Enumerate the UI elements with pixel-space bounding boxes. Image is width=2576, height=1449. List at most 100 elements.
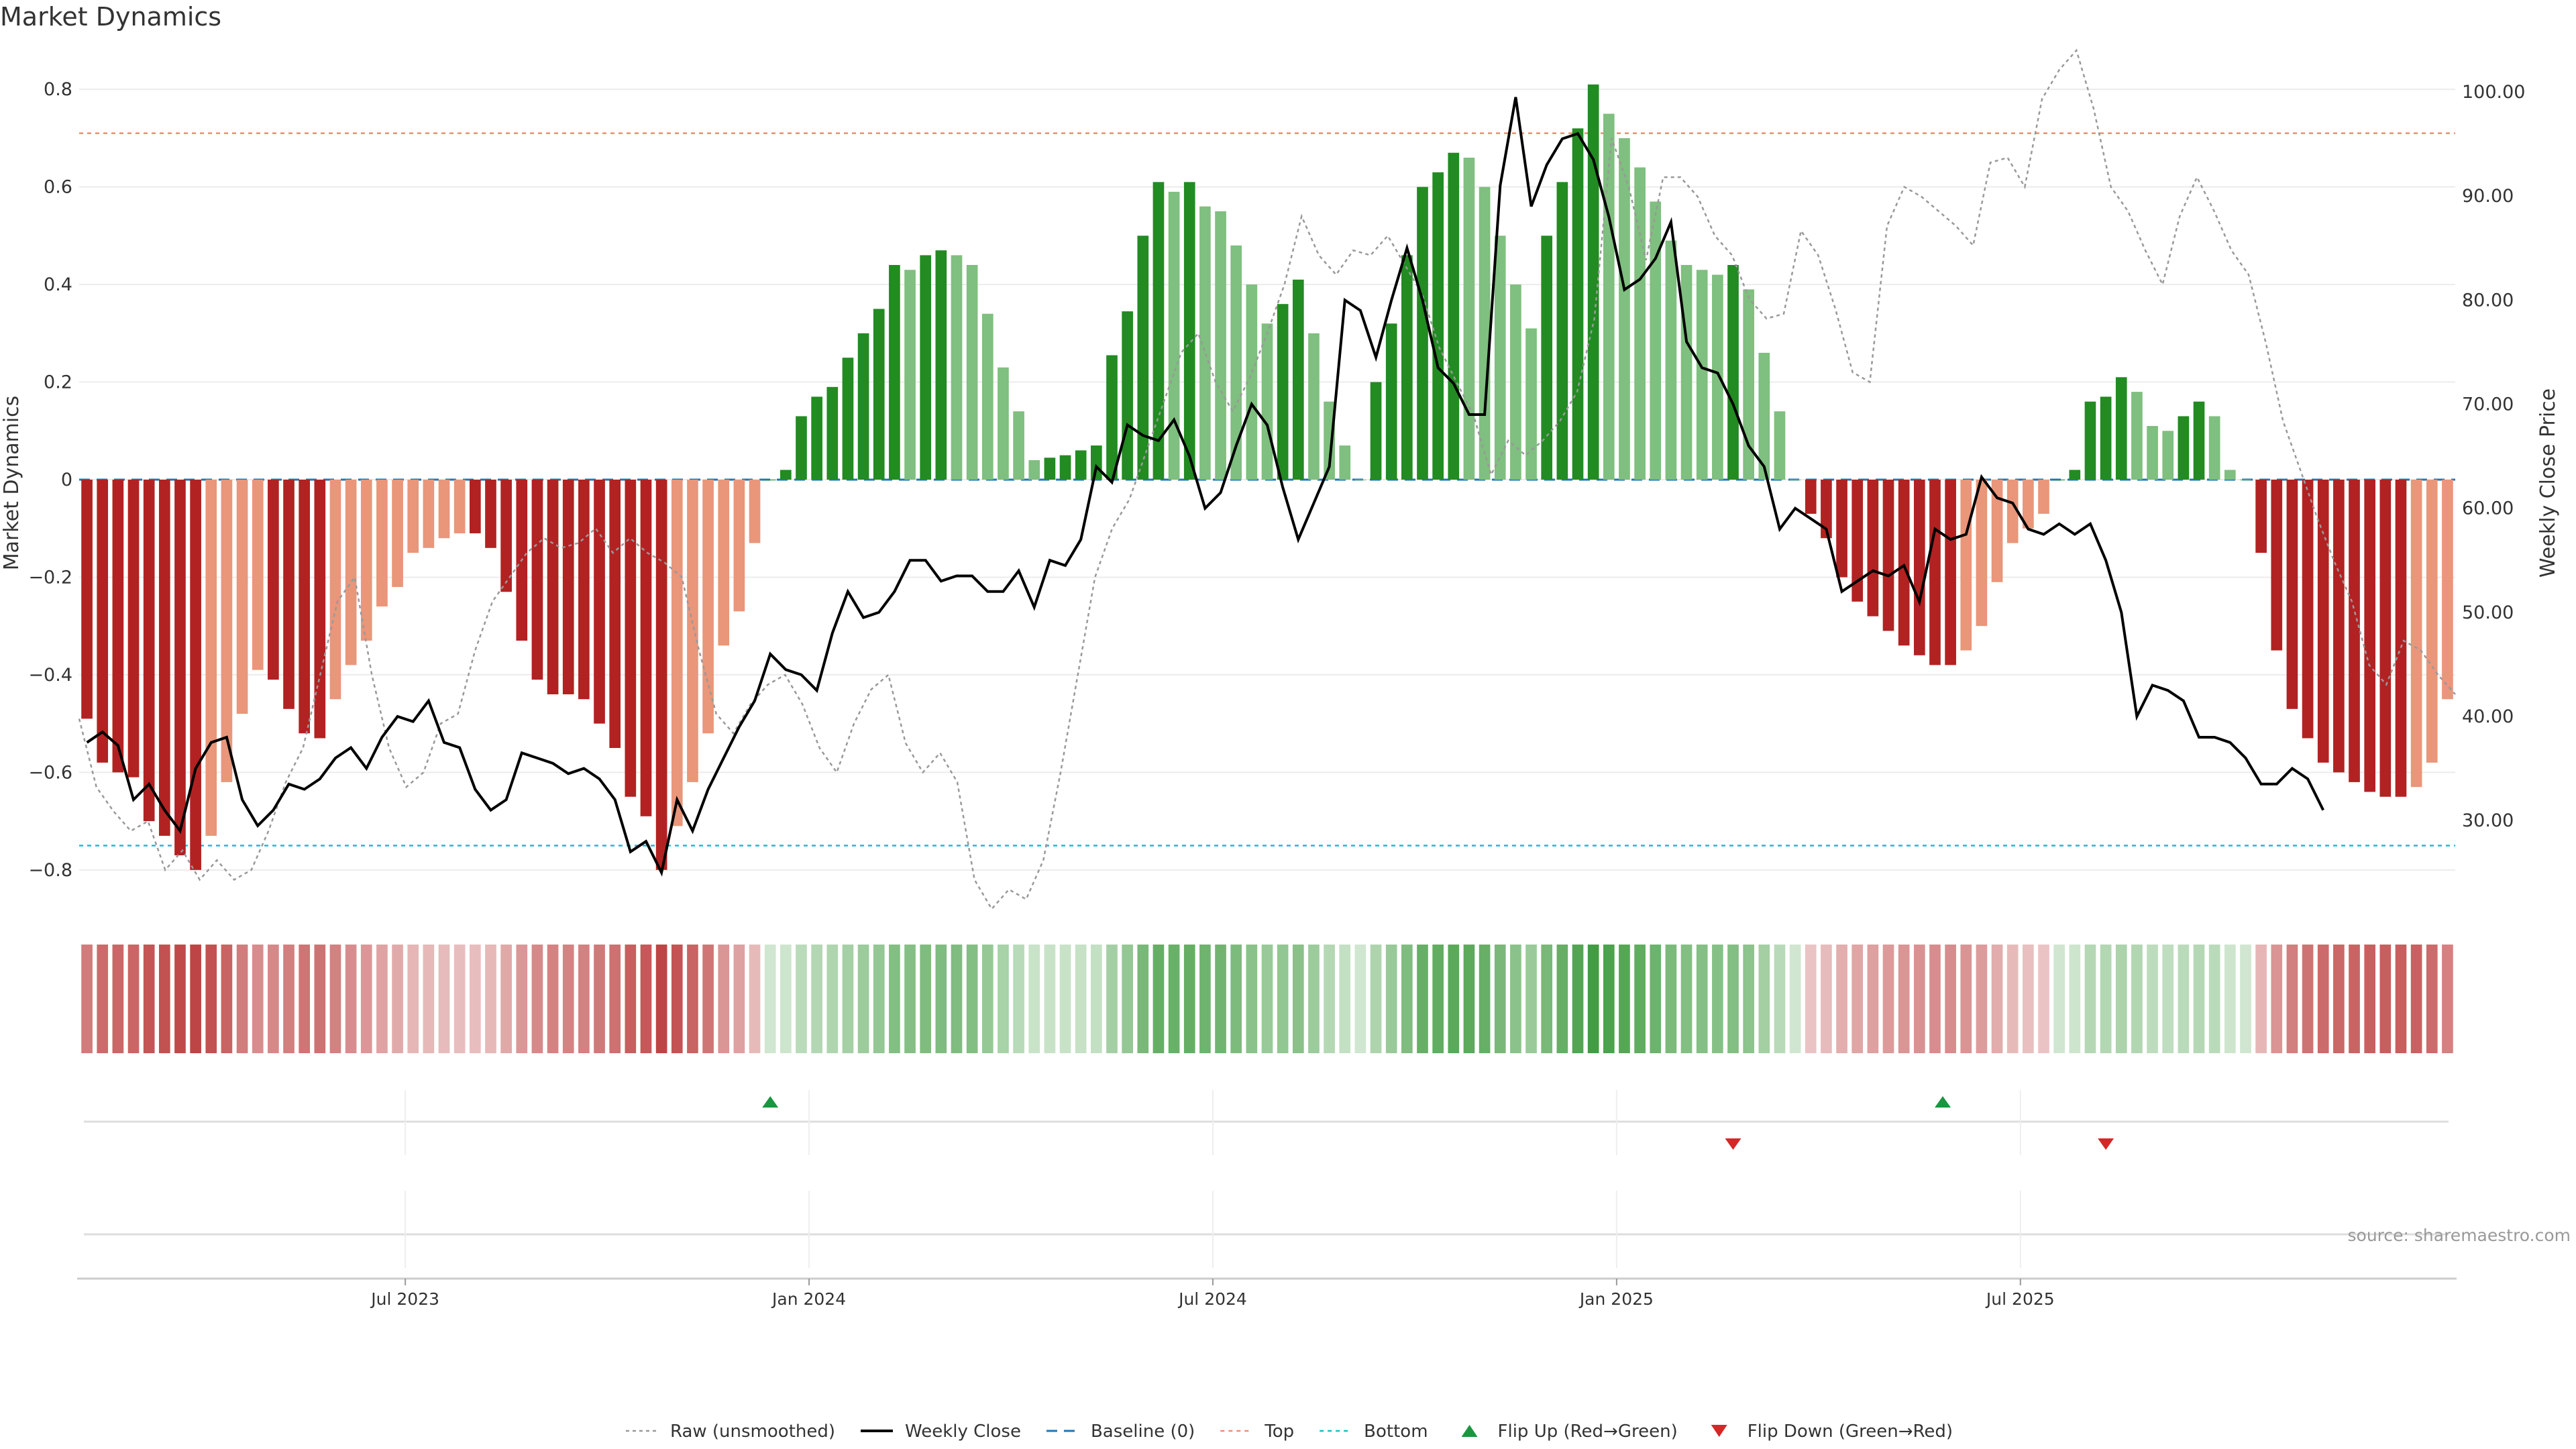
bar [1572,128,1584,480]
bar [1324,401,1335,480]
bar [2349,480,2360,782]
heat-cell [1028,945,1040,1053]
bar [1821,480,1832,539]
bar [2023,480,2034,529]
heat-cell [1525,945,1537,1053]
bar [873,309,885,480]
heat-cell [1199,945,1211,1053]
bar [1976,480,1988,627]
heat-cell [1385,945,1397,1053]
bar [2115,377,2127,480]
bar [158,480,170,836]
heat-cell [2379,945,2392,1053]
bar [485,480,496,548]
heat-cell [998,945,1009,1053]
chart-title: Market Dynamics [0,2,221,32]
bar [1246,284,1258,480]
y2-tick-label: 90.00 [2462,186,2514,207]
heat-cell [392,945,403,1053]
heat-cell [1541,945,1553,1053]
legend-label-raw: Raw (unsmoothed) [670,1421,835,1442]
heat-cell [236,945,248,1053]
heat-cell [438,945,450,1053]
heat-cell [112,945,124,1053]
heat-cell [2053,945,2065,1053]
heat-cell [1106,945,1118,1053]
bar [780,470,792,480]
legend-label-flip_up: Flip Up (Red→Green) [1498,1421,1678,1442]
weekly-close-line [86,97,2324,877]
heat-cell [252,945,264,1053]
bar [2147,426,2158,480]
heat-cell [951,945,963,1053]
bar [1510,284,1521,480]
heat-cell [2271,945,2283,1053]
heat-cell [1991,945,2003,1053]
y2-tick-label: 40.00 [2462,706,2514,727]
bar [438,480,450,539]
heat-cell [2240,945,2251,1053]
heat-cell [2333,945,2345,1053]
heat-cell [516,945,528,1053]
heat-cell [718,945,730,1053]
heat-cell [2317,945,2329,1053]
heat-cell [1712,945,1723,1053]
heat-cell [2084,945,2096,1053]
bar [1308,333,1320,480]
heat-cell [360,945,372,1053]
heat-cell [1091,945,1102,1053]
reference-lines [79,132,2455,847]
heat-cell [1339,945,1351,1053]
heat-cell [1324,945,1335,1053]
bar [1525,328,1537,480]
y-tick-label: 0.6 [44,177,72,198]
bar [1013,411,1024,480]
bar [1587,84,1599,480]
heat-cell [2006,945,2019,1053]
bar [562,480,574,694]
bar [1385,323,1397,480]
bar [2038,480,2049,514]
y-axis-label: Market Dynamics [0,396,23,571]
heat-cell [842,945,854,1053]
bar [252,480,264,670]
heat-cell [1851,945,1864,1053]
flip-up-marker [762,1096,779,1108]
bar [578,480,590,700]
heat-cell [1122,945,1133,1053]
heat-cell [1277,945,1289,1053]
legend-swatch-flip-down [1711,1425,1727,1437]
heat-cell [655,945,667,1053]
heat-cell [1354,945,1366,1053]
heat-cell [1680,945,1693,1053]
bar [1152,182,1165,480]
heat-cell [1417,945,1428,1053]
heat-cell [2162,945,2174,1053]
heat-cell [2178,945,2190,1053]
bar [283,480,294,709]
bar [1541,235,1553,480]
raw-line [78,48,2456,911]
bar [1494,235,1506,480]
y-tick-label: −0.2 [28,567,72,588]
bar [2302,480,2314,739]
heat-cell [1650,945,1662,1053]
heat-cell [2224,945,2236,1053]
bar [1448,152,1460,480]
bar [2364,480,2376,792]
bar [1603,113,1615,480]
bar [2224,470,2236,480]
bar [1339,445,1351,480]
bar [1075,450,1087,480]
heat-cell [1494,945,1506,1053]
bar [1215,211,1226,480]
heat-cell [2302,945,2314,1053]
bar [733,480,745,612]
bar [190,480,201,870]
heat-cell [1665,945,1677,1053]
heat-cell [1292,945,1304,1053]
bar [904,270,916,480]
heat-cell [1774,945,1786,1053]
heat-cell [1821,945,1832,1053]
heat-cell [1727,945,1739,1053]
